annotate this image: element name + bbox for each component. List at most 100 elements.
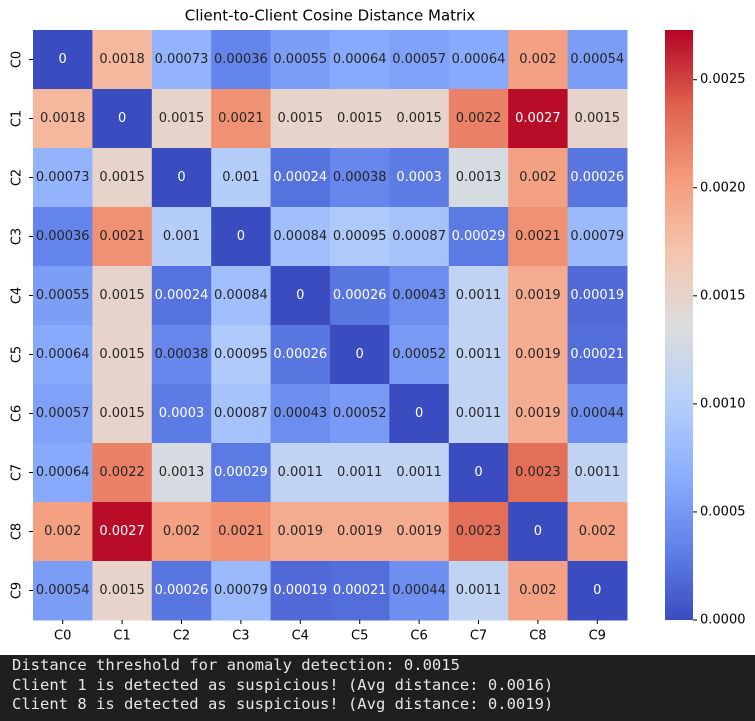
cell-label: 0.0011 (337, 465, 383, 480)
heatmap-cell (33, 325, 93, 385)
heatmap-cell (389, 561, 450, 621)
console-output: Distance threshold for anomaly detection… (0, 655, 755, 721)
cell-label: 0.0011 (396, 465, 442, 480)
heatmap-cell (389, 502, 450, 562)
cell-label: 0.00029 (452, 229, 506, 244)
cell-label: 0.0011 (456, 288, 502, 303)
heatmap-cell (330, 325, 390, 385)
heatmap-cell (270, 89, 331, 149)
heatmap-cell (92, 89, 153, 149)
heatmap-cell (389, 443, 450, 503)
cell-label: 0.00057 (36, 406, 90, 421)
heatmap-cell (33, 148, 93, 208)
cell-label: 0.00038 (333, 170, 387, 185)
heatmap-cell (211, 561, 272, 621)
cell-label: 0.0015 (278, 111, 324, 126)
heatmap-cell (567, 207, 628, 267)
cell-label: 0.0019 (515, 347, 561, 362)
cell-label: 0.00073 (155, 52, 209, 67)
cell-label: 0.0011 (456, 347, 502, 362)
cell-label: 0.002 (163, 524, 200, 539)
heatmap-cell (567, 89, 628, 149)
heatmap-cell (270, 443, 331, 503)
cell-label: 0.0021 (515, 229, 561, 244)
cell-label: 0.00084 (214, 288, 268, 303)
cell-label: 0.00054 (36, 583, 90, 598)
heatmap-cell (270, 207, 331, 267)
cell-label: 0.0015 (99, 583, 145, 598)
y-tick-label: C8 (10, 523, 25, 540)
heatmap-cell (330, 266, 390, 326)
heatmap-cell (448, 325, 509, 385)
cell-label: 0.0015 (99, 347, 145, 362)
cell-label: 0.00057 (392, 52, 446, 67)
heatmap-cell (448, 266, 509, 326)
cell-label: 0.0015 (159, 111, 205, 126)
heatmap-cell (508, 561, 569, 621)
heatmap-cell (330, 384, 390, 444)
cell-label: 0 (356, 347, 364, 362)
colorbar (665, 30, 693, 620)
heatmap-cell (33, 502, 93, 562)
cell-label: 0.0019 (337, 524, 383, 539)
heatmap-cell (270, 266, 331, 326)
cell-label: 0.00054 (570, 52, 624, 67)
heatmap-cell (151, 30, 212, 90)
cell-label: 0.00043 (273, 406, 327, 421)
x-tick-label: C3 (232, 629, 249, 644)
cell-label: 0 (296, 288, 304, 303)
x-tick-label: C0 (54, 629, 71, 644)
heatmap-cell (270, 384, 331, 444)
cell-label: 0.00073 (36, 170, 90, 185)
cell-label: 0.0021 (99, 229, 145, 244)
cell-label: 0.0015 (575, 111, 621, 126)
cell-label: 0 (474, 465, 482, 480)
heatmap-cell (330, 207, 390, 267)
heatmap-cell (151, 266, 212, 326)
cell-label: 0.0021 (218, 111, 264, 126)
y-tick-label: C0 (10, 51, 25, 68)
heatmap-cell (567, 443, 628, 503)
cell-label: 0.00044 (392, 583, 446, 598)
cell-label: 0.002 (579, 524, 616, 539)
cell-label: 0.00064 (36, 347, 90, 362)
x-tick-label: C8 (529, 629, 546, 644)
heatmap-cell (92, 443, 153, 503)
y-tick-label: C5 (10, 346, 25, 363)
heatmap-cell (33, 561, 93, 621)
cell-label: 0.0015 (99, 406, 145, 421)
heatmap-cell (33, 30, 93, 90)
cell-label: 0.0023 (456, 524, 502, 539)
console-line: Distance threshold for anomaly detection… (12, 656, 460, 674)
cell-label: 0.00021 (333, 583, 387, 598)
heatmap-cell (508, 384, 569, 444)
cell-label: 0.0019 (396, 524, 442, 539)
cell-label: 0.00087 (214, 406, 268, 421)
cell-label: 0.00021 (570, 347, 624, 362)
cell-label: 0.0019 (278, 524, 324, 539)
chart-title: Client-to-Client Cosine Distance Matrix (185, 7, 476, 25)
y-tick-label: C3 (10, 228, 25, 245)
cell-label: 0.0021 (218, 524, 264, 539)
cell-label: 0.00038 (155, 347, 209, 362)
y-tick-label: C2 (10, 169, 25, 186)
x-tick-label: C2 (173, 629, 190, 644)
heatmap-cell (33, 443, 93, 503)
heatmap-cell (211, 325, 272, 385)
cell-label: 0.00026 (273, 347, 327, 362)
heatmap-cell (448, 207, 509, 267)
heatmap-cell (389, 89, 450, 149)
cell-label: 0.0003 (396, 170, 442, 185)
heatmap-cell (92, 325, 153, 385)
x-tick-label: C1 (113, 629, 130, 644)
heatmap-cell (270, 502, 331, 562)
x-tick-label: C9 (589, 629, 606, 644)
cell-label: 0.00043 (392, 288, 446, 303)
heatmap-cell (211, 148, 272, 208)
cell-label: 0 (415, 406, 423, 421)
cell-label: 0.002 (519, 170, 556, 185)
heatmap-cell (389, 384, 450, 444)
heatmap-cell (448, 30, 509, 90)
cell-label: 0.00026 (155, 583, 209, 598)
heatmap-cell (567, 502, 628, 562)
